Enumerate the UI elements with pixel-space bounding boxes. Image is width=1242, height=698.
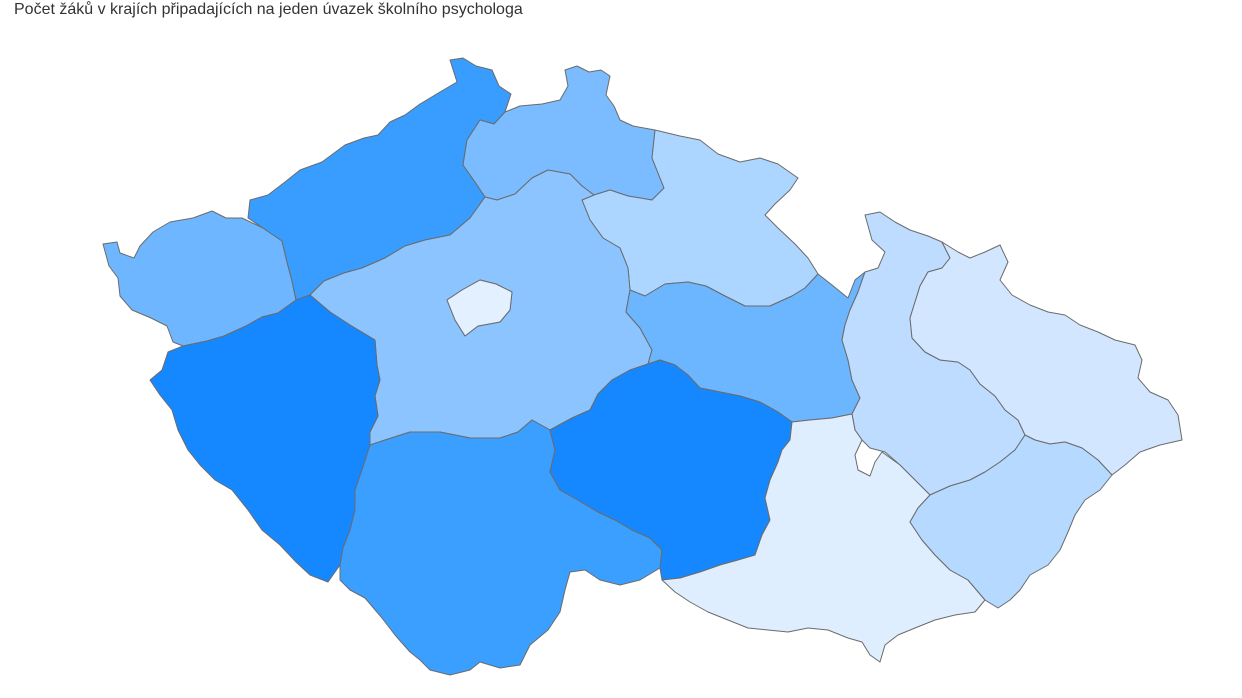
region-zlinsky[interactable] (909, 434, 1113, 609)
region-plzensky[interactable] (149, 294, 381, 583)
region-jihocesky[interactable] (339, 419, 663, 676)
region-moravskoslezsky[interactable] (909, 241, 1183, 476)
region-praha[interactable] (446, 279, 513, 337)
region-jihomoravsky[interactable] (661, 413, 986, 663)
map-title: Počet žáků v krajích připadajících na je… (14, 1, 523, 18)
